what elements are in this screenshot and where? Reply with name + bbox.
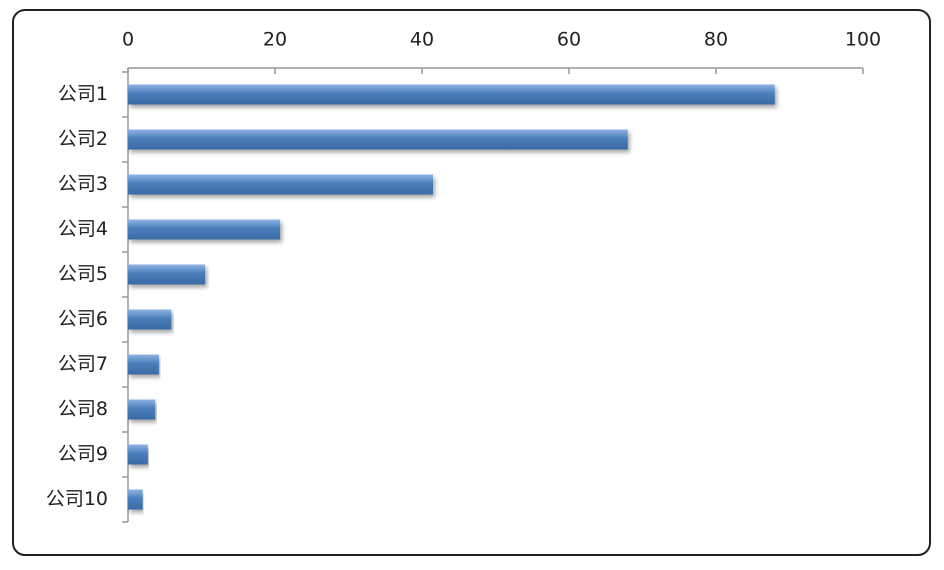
y-tick-label: 公司4 — [58, 218, 108, 240]
bar — [128, 174, 434, 195]
y-tick-label: 公司7 — [58, 353, 108, 375]
bar — [128, 399, 156, 420]
x-tick-label: 20 — [263, 29, 287, 51]
y-tick-label: 公司8 — [58, 398, 108, 420]
bar — [128, 444, 148, 465]
bar — [128, 129, 628, 150]
bar — [128, 84, 775, 105]
x-tick-label: 80 — [704, 29, 728, 51]
x-tick-label: 0 — [122, 29, 134, 51]
y-tick-label: 公司9 — [58, 443, 108, 465]
y-tick-label: 公司5 — [58, 263, 108, 285]
y-tick-label: 公司10 — [46, 488, 108, 510]
y-tick-label: 公司1 — [58, 83, 108, 105]
bar — [128, 489, 143, 510]
y-tick-label: 公司6 — [58, 308, 108, 330]
x-tick-label: 60 — [557, 29, 581, 51]
y-tick-label: 公司2 — [58, 128, 108, 150]
y-tick-label: 公司3 — [58, 173, 108, 195]
bar — [128, 354, 159, 375]
x-tick-label: 100 — [845, 29, 881, 51]
x-tick-label: 40 — [410, 29, 434, 51]
bar — [128, 309, 172, 330]
bar — [128, 219, 281, 240]
bar — [128, 264, 206, 285]
